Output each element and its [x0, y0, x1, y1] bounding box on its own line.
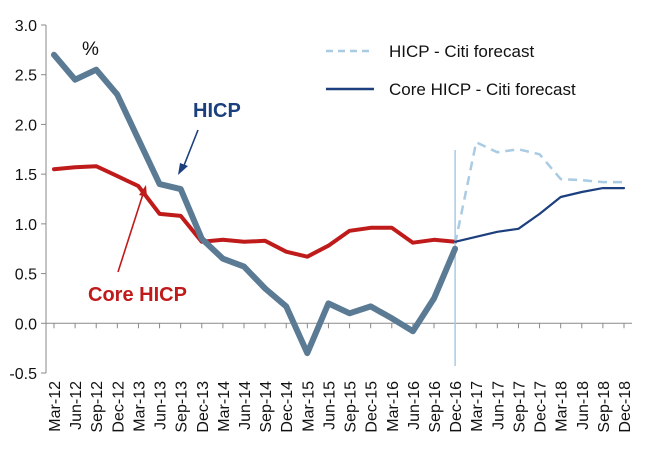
x-tick-label: Dec-14	[279, 381, 296, 433]
x-tick-label: Jun-14	[237, 381, 254, 430]
y-tick-label: 0.5	[15, 267, 37, 284]
x-tick-label: Jun-15	[321, 381, 338, 430]
x-tick-label: Sep-12	[89, 381, 106, 433]
x-tick-label: Mar-15	[300, 381, 317, 432]
x-tick-label: Jun-13	[153, 381, 170, 430]
unit-label: %	[82, 39, 99, 60]
x-tick-label: Sep-17	[511, 381, 528, 433]
x-tick-label: Mar-13	[131, 381, 148, 432]
x-tick-label: Mar-14	[216, 381, 233, 432]
x-tick-label: Jun-16	[406, 381, 423, 430]
x-tick-label: Jun-17	[490, 381, 507, 430]
x-tick-label: Sep-16	[427, 381, 444, 433]
x-axis: Mar-12 Jun-12 Sep-12 Dec-12 Mar-13 Jun-13 Sep-…	[46, 150, 634, 433]
x-tick-label: Dec-12	[110, 381, 127, 433]
y-tick-label: 0.0	[15, 316, 37, 333]
series-lines	[51, 51, 626, 357]
y-tick-label: 2.5	[15, 68, 37, 85]
x-tick-label: Sep-14	[258, 381, 275, 433]
y-tick-label: 1.5	[15, 167, 37, 184]
legend: HICP - Citi forecast Core HICP - Citi fo…	[326, 42, 576, 99]
y-axis: -0.5 0.0 0.5 1.0 1.5 2.0 2.5 3.0	[9, 18, 47, 383]
x-tick-label: Dec-15	[364, 381, 381, 433]
x-tick-label: Mar-16	[385, 381, 402, 432]
x-tick-label: Sep-15	[343, 381, 360, 433]
series-line-hicp-citi-forecast	[453, 141, 624, 244]
x-tick-label: Dec-13	[195, 381, 212, 433]
x-tick-label: Dec-18	[617, 381, 634, 433]
series-line-core-hicp	[52, 164, 458, 259]
core-hicp-annotation: Core HICP	[88, 284, 187, 306]
x-tick-label: Jun-18	[575, 381, 592, 430]
y-tick-label: 1.0	[15, 217, 37, 234]
x-tick-label: Dec-17	[533, 381, 550, 433]
series-line-hicp	[51, 51, 459, 357]
hicp-annotation: HICP	[193, 100, 241, 122]
x-tick-label: Dec-16	[448, 381, 465, 433]
x-tick-label: Mar-18	[554, 381, 571, 432]
legend-core-forecast-label: Core HICP - Citi forecast	[389, 80, 576, 99]
x-tick-label: Mar-12	[47, 381, 64, 432]
y-tick-label: -0.5	[9, 366, 37, 383]
hicp-annotation-arrow	[178, 129, 199, 175]
x-tick-label: Sep-18	[596, 381, 613, 433]
series-line-core-hicp-citi-forecast	[454, 187, 626, 243]
legend-hicp-forecast-label: HICP - Citi forecast	[389, 42, 534, 61]
x-tick-label: Mar-17	[469, 381, 486, 432]
core-hicp-annotation-arrow	[117, 185, 147, 273]
y-tick-label: 3.0	[15, 18, 37, 35]
x-tick-label: Sep-13	[174, 381, 191, 433]
y-tick-label: 2.0	[15, 117, 37, 134]
x-tick-label: Jun-12	[68, 381, 85, 430]
